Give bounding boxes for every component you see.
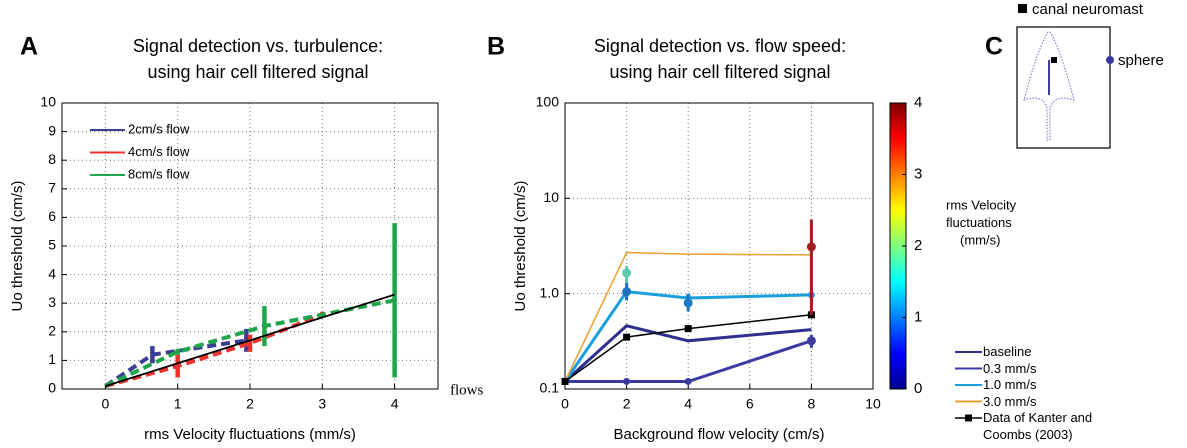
- y-tick-label: 6: [48, 208, 56, 224]
- x-tick-label: 6: [746, 396, 754, 412]
- point: [622, 287, 632, 297]
- y-tick-label: 2: [48, 323, 56, 339]
- fish-outline: [1023, 31, 1075, 141]
- plot-frame: [61, 102, 439, 390]
- legend-item: 0.3 mm/s: [983, 360, 1037, 376]
- point: [806, 336, 816, 346]
- y-tick-label: 7: [48, 180, 56, 196]
- legend-label: baseline: [983, 344, 1032, 359]
- point: [683, 298, 693, 308]
- marker: [684, 325, 692, 333]
- legend-label: Data of Kanter and Coombs (2003): [983, 410, 1093, 442]
- marker: [561, 377, 569, 385]
- marker: [684, 377, 692, 385]
- sphere: [1106, 56, 1114, 64]
- legend-label: 4cm/s flow: [128, 144, 190, 159]
- y-tick-label: 0.1: [540, 380, 560, 396]
- legend-label: 3.0 mm/s: [983, 393, 1037, 409]
- x-tick-label: 4: [391, 396, 399, 412]
- colorbar-tick-label: 2: [914, 237, 922, 254]
- x-tick-label: 10: [865, 396, 881, 412]
- legend-item: 3.0 mm/s: [983, 393, 1037, 409]
- panel-label: A: [20, 33, 38, 61]
- label: sphere: [1118, 52, 1164, 69]
- y-tick-label: 1.0: [540, 284, 560, 300]
- panel-label: C: [985, 33, 1003, 61]
- chart-title: Signal detection vs. flow speed:: [594, 36, 846, 56]
- diagram-frame: [1016, 26, 1111, 149]
- y-tick-label: 0: [48, 380, 56, 396]
- marker: [623, 333, 631, 341]
- x-tick-label: 8: [808, 396, 816, 412]
- panel-c: C canal neuromast sphere: [985, 1, 1164, 149]
- x-tick-label: 3: [318, 396, 326, 412]
- marker: [623, 377, 631, 385]
- y-tick-label: 8: [48, 151, 56, 167]
- x-tick-label: 4: [684, 396, 692, 412]
- series-line: [563, 290, 812, 383]
- x-tick-label: 0: [101, 396, 109, 412]
- colorbar-label: fluctuations: [946, 215, 1012, 230]
- series-line: [564, 251, 812, 382]
- colorbar-tick-label: 4: [914, 94, 922, 111]
- y-tick-label: 4: [48, 265, 56, 281]
- panel-label: B: [487, 33, 505, 61]
- x-axis-label: Background flow velocity (cm/s): [614, 426, 825, 443]
- colorbar-tick-label: 1: [914, 308, 922, 325]
- legend-item: baseline: [983, 344, 1032, 359]
- chart-title: using hair cell filtered signal: [609, 62, 830, 82]
- colorbar-tick-label: 3: [914, 165, 922, 182]
- legend-label: 1.0 mm/s: [983, 377, 1037, 392]
- y-tick-label: 9: [48, 122, 56, 138]
- x-tick-label: 2: [623, 396, 631, 412]
- colorbar-label: rms Velocity: [946, 197, 1017, 212]
- series-line: [565, 339, 812, 383]
- series-line: [105, 293, 395, 387]
- legend-marker: [965, 414, 972, 422]
- chart-title: Signal detection vs. turbulence:: [133, 36, 383, 56]
- colorbar-tick-label: 0: [914, 380, 922, 397]
- annotation: flows: [450, 382, 483, 398]
- point: [806, 242, 816, 252]
- y-tick-label: 1: [48, 351, 56, 367]
- chart-title: using hair cell filtered signal: [147, 62, 368, 82]
- x-tick-label: 1: [174, 396, 182, 412]
- y-axis-label: Uo threshold (cm/s): [512, 181, 529, 312]
- y-tick-label: 10: [40, 94, 56, 110]
- neuromast-key: [1018, 4, 1027, 13]
- y-axis-label: Uo threshold (cm/s): [9, 181, 26, 312]
- y-tick-label: 5: [48, 237, 56, 253]
- label: canal neuromast: [1032, 1, 1144, 18]
- x-axis-label: rms Velocity fluctuations (mm/s): [144, 426, 356, 443]
- legend-label: 8cm/s flow: [128, 166, 190, 181]
- series-line: [104, 338, 247, 388]
- series-line: [564, 314, 812, 383]
- point: [622, 268, 632, 278]
- legend-label: 2cm/s flow: [128, 121, 190, 136]
- y-tick-label: 100: [536, 94, 560, 110]
- legend-label: 0.3 mm/s: [983, 360, 1037, 376]
- legend-item: Data of Kanter and Coombs (2003): [983, 410, 1093, 442]
- x-tick-label: 0: [561, 396, 569, 412]
- legend-item: 1.0 mm/s: [983, 377, 1037, 392]
- colorbar-label: (mm/s): [960, 232, 1000, 247]
- plot-frame: [564, 102, 874, 390]
- neuromast: [1051, 57, 1057, 63]
- y-tick-label: 3: [48, 294, 56, 310]
- y-tick-label: 10: [543, 189, 559, 205]
- x-tick-label: 2: [246, 396, 254, 412]
